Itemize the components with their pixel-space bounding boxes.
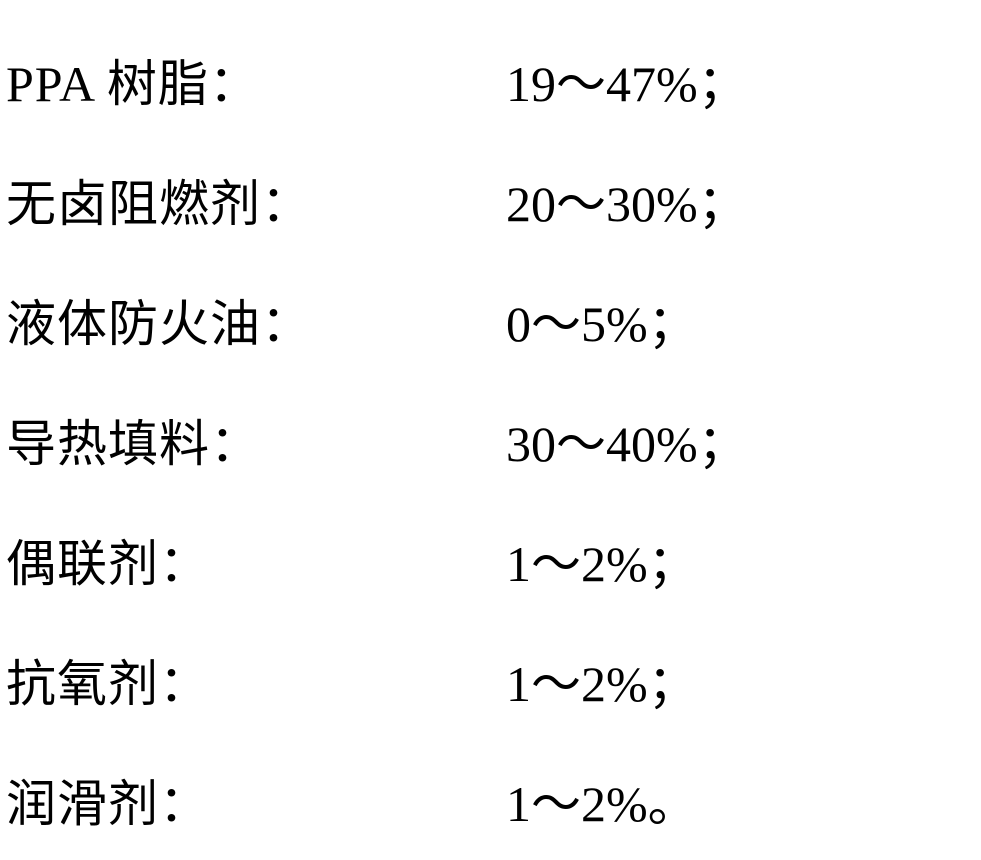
- component-value: 0～5%；: [506, 284, 698, 356]
- component-value: 19～47%；: [506, 44, 748, 116]
- component-label: PPA 树脂：: [6, 44, 506, 116]
- component-label: 无卤阻燃剂：: [6, 164, 506, 236]
- list-row: 导热填料： 30～40%；: [6, 380, 975, 500]
- component-label: 液体防火油：: [6, 284, 506, 356]
- component-value: 1～2%；: [506, 644, 698, 716]
- component-label: 偶联剂：: [6, 524, 506, 596]
- component-value: 20～30%；: [506, 164, 748, 236]
- component-value: 1～2%。: [506, 764, 698, 836]
- list-row: 润滑剂： 1～2%。: [6, 740, 975, 860]
- component-value: 1～2%；: [506, 524, 698, 596]
- list-row: 液体防火油： 0～5%；: [6, 260, 975, 380]
- composition-list: PPA 树脂： 19～47%； 无卤阻燃剂： 20～30%； 液体防火油： 0～…: [0, 0, 981, 860]
- list-row: PPA 树脂： 19～47%；: [6, 20, 975, 140]
- list-row: 偶联剂： 1～2%；: [6, 500, 975, 620]
- list-row: 无卤阻燃剂： 20～30%；: [6, 140, 975, 260]
- component-label: 导热填料：: [6, 404, 506, 476]
- component-label: 抗氧剂：: [6, 644, 506, 716]
- component-value: 30～40%；: [506, 404, 748, 476]
- component-label: 润滑剂：: [6, 764, 506, 836]
- list-row: 抗氧剂： 1～2%；: [6, 620, 975, 740]
